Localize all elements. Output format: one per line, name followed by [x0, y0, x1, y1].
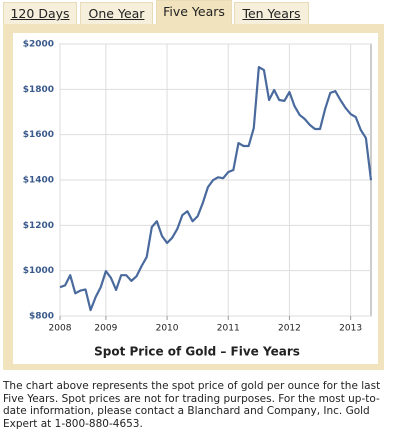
tab[interactable]: One Year: [80, 2, 153, 24]
x-tick-label: 2009: [94, 324, 117, 334]
y-tick-label: $800: [29, 312, 54, 322]
x-tick-label: 2008: [49, 324, 72, 334]
tab-active[interactable]: Five Years: [156, 0, 232, 25]
y-tick-label: $1800: [23, 85, 54, 95]
y-tick-label: $2000: [23, 40, 54, 50]
chart: Spot Price of Gold – Five Years $800 $100…: [13, 33, 378, 364]
tab[interactable]: Ten Years: [234, 2, 309, 24]
y-tick-label: $1200: [23, 221, 54, 231]
x-tick-label: 2013: [339, 324, 362, 334]
tab[interactable]: 120 Days: [3, 2, 77, 24]
description: The chart above represents the spot pric…: [3, 380, 381, 430]
x-tick-label: 2012: [278, 324, 301, 334]
price-line: [59, 66, 373, 312]
chart-title: Spot Price of Gold – Five Years: [94, 345, 300, 359]
y-tick-label: $1600: [23, 130, 54, 140]
y-tick-label: $1400: [23, 176, 54, 186]
x-tick-label: 2011: [217, 324, 240, 334]
y-tick-label: $1000: [23, 266, 54, 276]
x-tick-label: 2010: [156, 324, 179, 334]
tab-bar: 120 Days One Year Five Years Ten Years: [3, 0, 383, 25]
